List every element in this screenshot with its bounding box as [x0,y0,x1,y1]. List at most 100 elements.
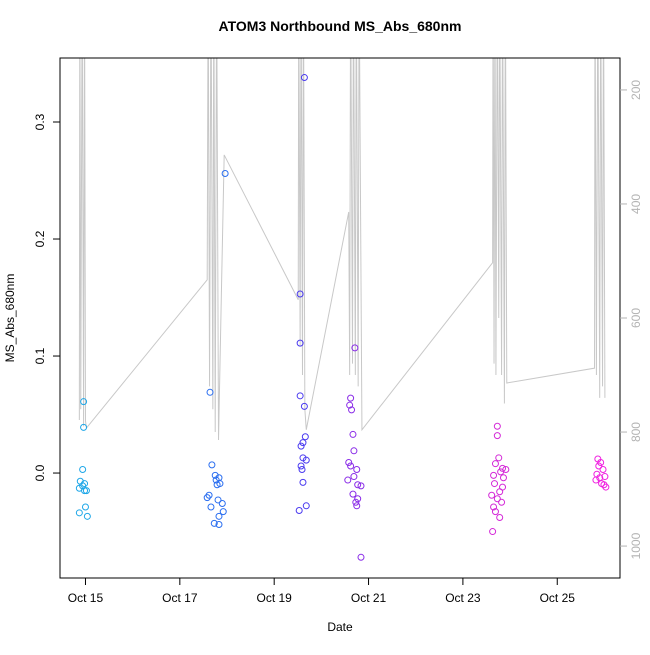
data-point [493,495,501,503]
data-point [490,471,498,479]
y-tick-label: 0.0 [33,464,47,481]
data-point [79,466,87,474]
data-point [80,423,88,431]
data-point [302,456,310,464]
y2-tick-label: 600 [629,308,643,328]
y-tick-label: 0.1 [33,347,47,364]
data-point [599,466,607,474]
data-point [493,422,501,430]
data-point [346,401,354,409]
data-point [489,528,497,536]
data-point [602,483,610,491]
y2-tick-label: 1000 [629,532,643,559]
data-point [80,398,88,406]
data-point [300,74,308,82]
data-point [210,519,218,527]
data-point [499,464,507,472]
y-tick-label: 0.2 [33,230,47,247]
line-layer [78,58,606,441]
data-point [218,499,226,507]
data-point [601,473,609,481]
x-axis-title: Date [327,620,353,634]
data-point [219,508,227,516]
y-axis-title: MS_Abs_680nm [3,274,17,363]
data-point [354,481,362,489]
y2-tick-label: 200 [629,80,643,100]
x-tick-label: Oct 19 [257,591,293,605]
data-point [597,459,605,467]
data-point [81,487,89,495]
data-point [347,462,355,470]
data-point [497,468,505,476]
y-tick-label: 0.3 [33,113,47,130]
chart-title: ATOM3 Northbound MS_Abs_680nm [219,18,462,34]
data-point [297,442,305,450]
x-tick-label: Oct 17 [162,591,198,605]
data-point [82,487,90,495]
data-point [491,460,499,468]
data-point [296,290,304,298]
data-point [354,495,362,503]
data-point [493,432,501,440]
data-point [83,512,91,520]
data-point [490,503,498,511]
data-point [206,388,214,396]
data-point [347,394,355,402]
data-point [499,474,507,482]
y2-tick-label: 400 [629,194,643,214]
data-point [81,503,89,511]
data-point [296,392,304,400]
data-point [214,496,222,504]
data-point [350,447,358,455]
data-point [353,466,361,474]
x-tick-label: Oct 25 [540,591,576,605]
data-point [498,498,506,506]
data-point [351,344,359,352]
data-point [345,459,353,467]
data-point [353,502,361,510]
data-point [215,521,223,529]
data-point [491,508,499,516]
data-point [298,466,306,474]
data-point [495,454,503,462]
data-point [215,512,223,520]
data-point [592,476,600,484]
data-point [349,430,357,438]
data-point [357,553,365,561]
data-point [488,491,496,499]
data-point [208,461,216,469]
data-point [595,462,603,470]
data-point [352,498,360,506]
x-tick-label: Oct 21 [351,591,387,605]
point-layer [75,74,610,561]
data-point [297,462,305,470]
data-point [299,478,307,486]
data-point [348,406,356,414]
data-point [299,439,307,447]
data-point [496,514,504,522]
data-point [213,481,221,489]
data-point [344,476,352,484]
data-point [203,494,211,502]
data-point [296,339,304,347]
data-point [75,509,83,517]
data-point [300,402,308,410]
y2-tick-label: 800 [629,422,643,442]
data-point [302,502,310,510]
depth-line [78,58,606,441]
data-point [491,480,499,488]
data-point [349,490,357,498]
data-point [496,488,504,496]
x-tick-label: Oct 23 [445,591,481,605]
data-point [212,476,220,484]
data-point [357,482,365,490]
data-point [207,503,215,511]
x-tick-label: Oct 15 [68,591,104,605]
data-point [350,473,358,481]
data-point [211,471,219,479]
data-point [221,169,229,177]
data-point [295,506,303,514]
data-point [301,433,309,441]
